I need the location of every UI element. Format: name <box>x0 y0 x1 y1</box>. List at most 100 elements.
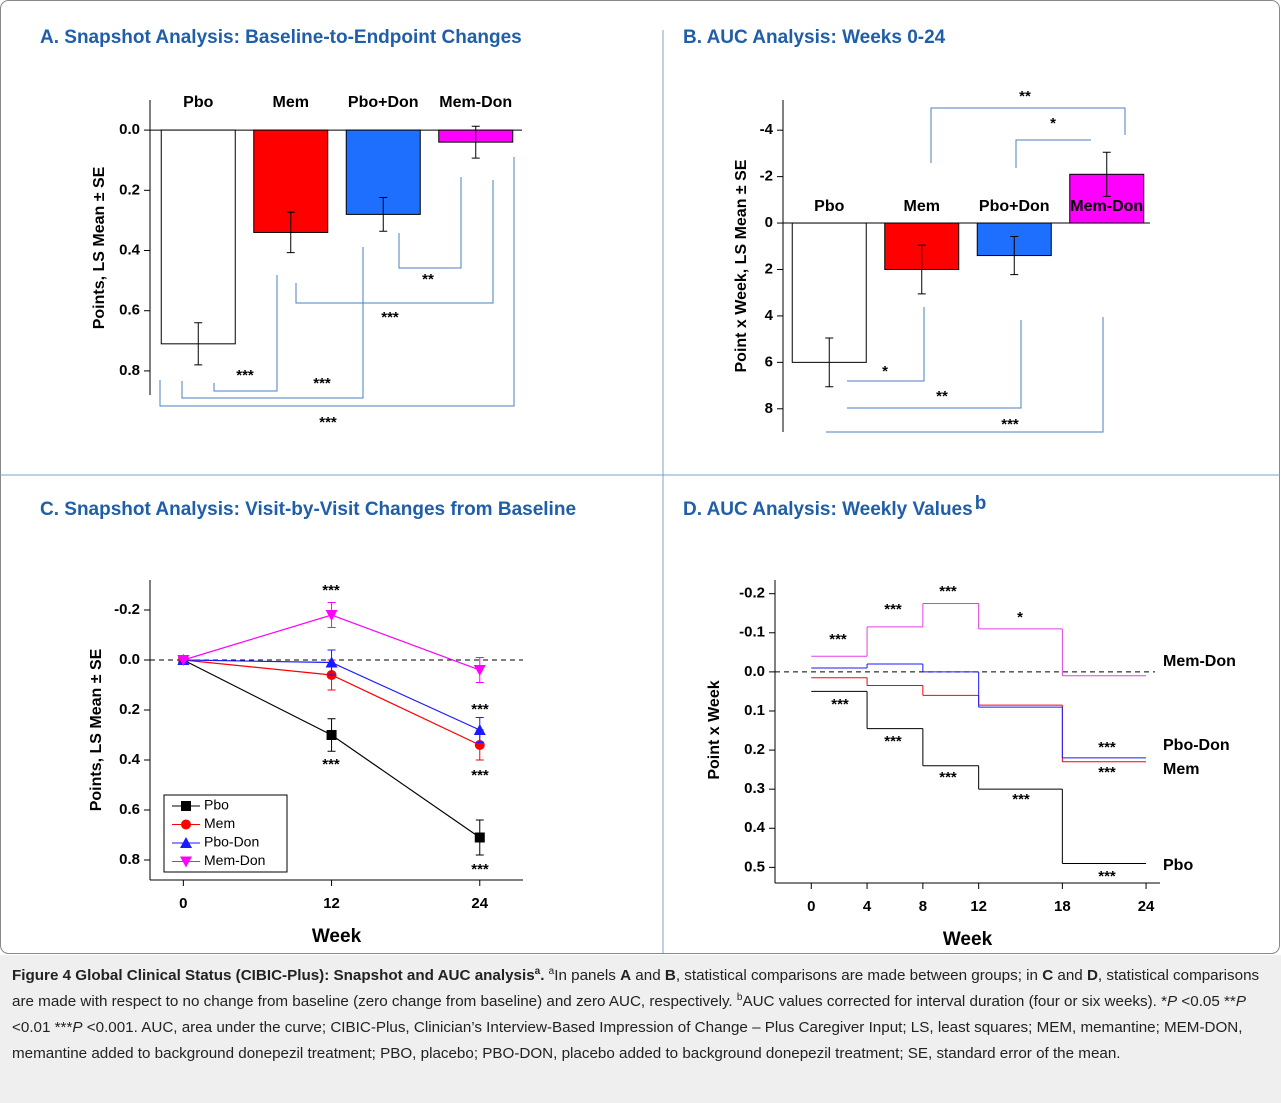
significance-label: *** <box>884 733 902 750</box>
significance-label: *** <box>1098 764 1116 781</box>
y-tick-label: 6 <box>765 353 773 370</box>
caption-text: <0.01 *** <box>12 1019 73 1036</box>
caption-text: <0.05 ** <box>1177 993 1236 1010</box>
error-bar <box>917 244 926 295</box>
error-bar <box>194 322 203 366</box>
bar <box>160 129 236 345</box>
caption-text: . <box>540 967 549 984</box>
significance-label: *** <box>831 696 849 713</box>
series-label: Mem-Don <box>1163 653 1236 670</box>
panel-title: D. AUC Analysis: Weekly Values <box>683 499 973 520</box>
marker <box>325 656 338 668</box>
significance-label: *** <box>322 582 340 599</box>
legend-label: Mem <box>204 815 235 831</box>
x-tick-label: 0 <box>179 895 187 912</box>
y-axis-label: Point x Week, LS Mean ± SE <box>733 159 750 372</box>
y-tick-label: 0.4 <box>119 751 141 768</box>
legend-marker <box>180 856 192 868</box>
category-label: Mem <box>273 94 309 111</box>
significance-label: * <box>1017 609 1023 626</box>
significance-label: *** <box>471 861 489 878</box>
significance-bracket <box>213 275 278 392</box>
caption-text: a <box>548 965 555 977</box>
legend-label: Mem-Don <box>204 852 265 868</box>
caption-text: D <box>1086 967 1098 984</box>
x-tick-label: 24 <box>1138 898 1155 915</box>
panel-title: C. Snapshot Analysis: Visit-by-Visit Cha… <box>40 499 576 520</box>
significance-bracket <box>159 157 515 407</box>
significance-bracket <box>930 107 1126 163</box>
caption-text: P <box>72 1019 83 1036</box>
y-tick-label: -4 <box>760 121 774 138</box>
error-bar <box>379 197 388 232</box>
caption-text: b <box>736 991 743 1003</box>
significance-label: *** <box>1012 791 1030 808</box>
y-tick-label: 0.1 <box>744 702 765 719</box>
y-tick-label: -0.1 <box>739 624 765 641</box>
significance-label: *** <box>471 701 489 718</box>
category-label: Mem <box>904 198 940 215</box>
y-tick-label: 0.0 <box>119 121 140 138</box>
y-tick-label: 0.4 <box>744 819 766 836</box>
y-tick-label: 0.5 <box>744 858 765 875</box>
panel-title-superscript: b <box>975 493 987 514</box>
y-tick-label: -2 <box>760 168 773 185</box>
legend-label: Pbo-Don <box>204 834 259 850</box>
y-axis-label: Points, LS Mean ± SE <box>91 166 108 329</box>
caption-text: AUC values corrected for interval durati… <box>742 993 1168 1010</box>
caption-text: In panels <box>554 967 621 984</box>
y-tick-label: 2 <box>765 260 773 277</box>
panel-title: A. Snapshot Analysis: Baseline-to-Endpoi… <box>40 27 522 48</box>
significance-label: *** <box>884 601 902 618</box>
error-bar <box>825 337 834 388</box>
significance-label: *** <box>313 375 331 392</box>
marker <box>177 655 190 666</box>
category-label: Pbo <box>183 94 213 111</box>
series-label: Pbo <box>1163 857 1193 874</box>
marker <box>473 665 486 676</box>
y-tick-label: -0.2 <box>114 601 140 618</box>
significance-label: *** <box>1098 868 1116 885</box>
significance-label: ** <box>422 271 434 288</box>
significance-label: *** <box>939 769 957 786</box>
category-label: Pbo+Don <box>979 198 1050 215</box>
y-tick-label: 0.0 <box>119 651 140 668</box>
significance-label: *** <box>319 414 337 431</box>
y-tick-label: 0.0 <box>744 663 765 680</box>
x-tick-label: 12 <box>323 895 340 912</box>
x-tick-label: 0 <box>807 898 815 915</box>
significance-bracket <box>826 317 1104 433</box>
y-axis-label: Points, LS Mean ± SE <box>88 648 105 811</box>
y-tick-label: 4 <box>765 307 774 324</box>
x-tick-label: 18 <box>1054 898 1071 915</box>
category-label: Mem-Don <box>1070 198 1143 215</box>
caption-text: P <box>1167 993 1178 1010</box>
y-axis-label: Point x Week <box>706 680 723 779</box>
category-label: Pbo <box>814 198 844 215</box>
figure-frame <box>0 0 1280 954</box>
marker <box>325 610 338 621</box>
caption-text: B <box>664 967 676 984</box>
y-tick-label: -0.2 <box>739 585 765 602</box>
x-axis-label: Week <box>943 929 993 950</box>
caption-text: and <box>631 967 665 984</box>
y-tick-label: 0.2 <box>744 741 765 758</box>
y-tick-label: 0.8 <box>119 851 140 868</box>
y-tick-label: 0.4 <box>119 241 141 258</box>
significance-label: *** <box>322 756 340 773</box>
x-tick-label: 4 <box>863 898 872 915</box>
significance-label: *** <box>381 309 399 326</box>
significance-label: *** <box>939 583 957 600</box>
y-tick-label: 0 <box>765 214 773 231</box>
x-tick-label: 12 <box>970 898 987 915</box>
significance-label: ** <box>936 388 948 405</box>
legend-marker <box>181 819 191 830</box>
marker <box>474 832 485 843</box>
legend-marker <box>180 837 192 848</box>
y-tick-label: 0.3 <box>744 780 765 797</box>
x-tick-label: 24 <box>471 895 488 912</box>
significance-bracket <box>181 247 364 399</box>
significance-label: * <box>1050 115 1056 132</box>
significance-label: *** <box>829 631 847 648</box>
significance-bracket <box>398 177 462 269</box>
